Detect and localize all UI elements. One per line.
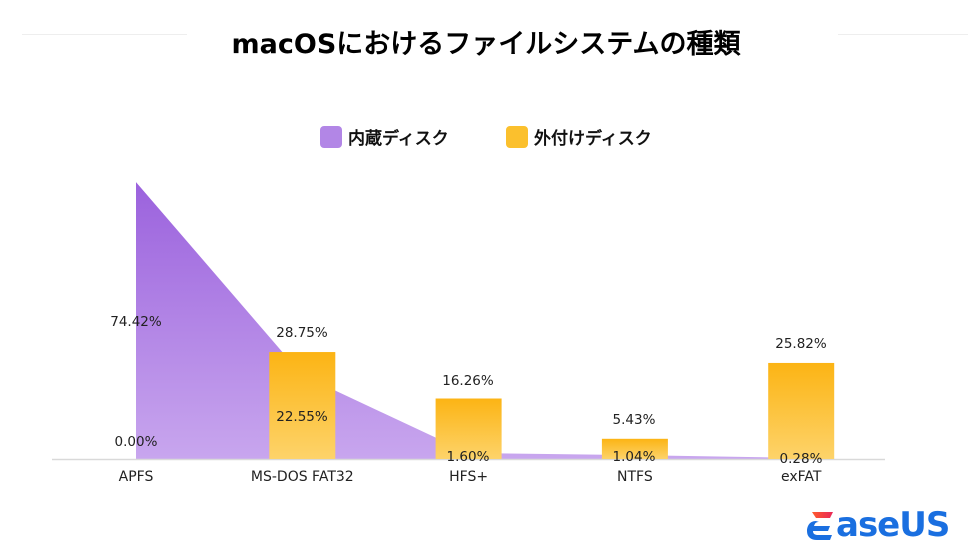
external-bar-ms-dos-fat32 — [269, 352, 336, 459]
external-bar-hfs- — [435, 398, 502, 459]
title-rule-right — [838, 34, 968, 35]
external-value-label: 0.00% — [115, 434, 158, 450]
value-labels: 74.42% 22.55% 1.60% 1.04% 0.28% 0.00% 28.75% 16… — [110, 314, 827, 467]
external-value-label: 5.43% — [613, 412, 656, 428]
title-rule-left — [22, 34, 187, 35]
internal-value-label: 1.04% — [613, 449, 656, 465]
legend-item-internal: 内蔵ディスク — [320, 124, 449, 149]
category-label: NTFS — [617, 469, 653, 485]
legend-label-external: 外付けディスク — [534, 129, 652, 149]
category-label: exFAT — [781, 469, 822, 485]
easeus-logo-text: aseUS — [836, 505, 950, 545]
category-label: MS-DOS FAT32 — [251, 469, 354, 485]
legend-swatch-external — [506, 125, 528, 148]
legend-item-external: 外付けディスク — [506, 124, 652, 149]
external-value-label: 16.26% — [442, 373, 494, 389]
easeus-logo: aseUS — [806, 502, 950, 548]
category-label: HFS+ — [449, 469, 488, 485]
chart-title: macOSにおけるファイルシステムの種類 — [231, 29, 741, 60]
category-labels: APFS MS-DOS FAT32 HFS+ NTFS exFAT — [119, 469, 822, 485]
easeus-e-icon — [806, 508, 834, 542]
legend-label-internal: 内蔵ディスク — [348, 129, 449, 149]
internal-value-label: 22.55% — [276, 409, 328, 425]
internal-value-label: 1.60% — [447, 449, 490, 465]
external-disk-bars — [269, 352, 835, 459]
internal-value-label: 74.42% — [110, 314, 162, 330]
external-value-label: 28.75% — [276, 325, 328, 341]
chart-legend: 内蔵ディスク 外付けディスク — [0, 124, 972, 150]
external-value-label: 25.82% — [775, 336, 827, 352]
external-bar-ntfs — [601, 438, 668, 459]
external-bar-exfat — [768, 362, 835, 459]
legend-swatch-internal — [320, 125, 342, 148]
category-label: APFS — [119, 469, 154, 485]
internal-value-label: 0.28% — [780, 451, 823, 467]
